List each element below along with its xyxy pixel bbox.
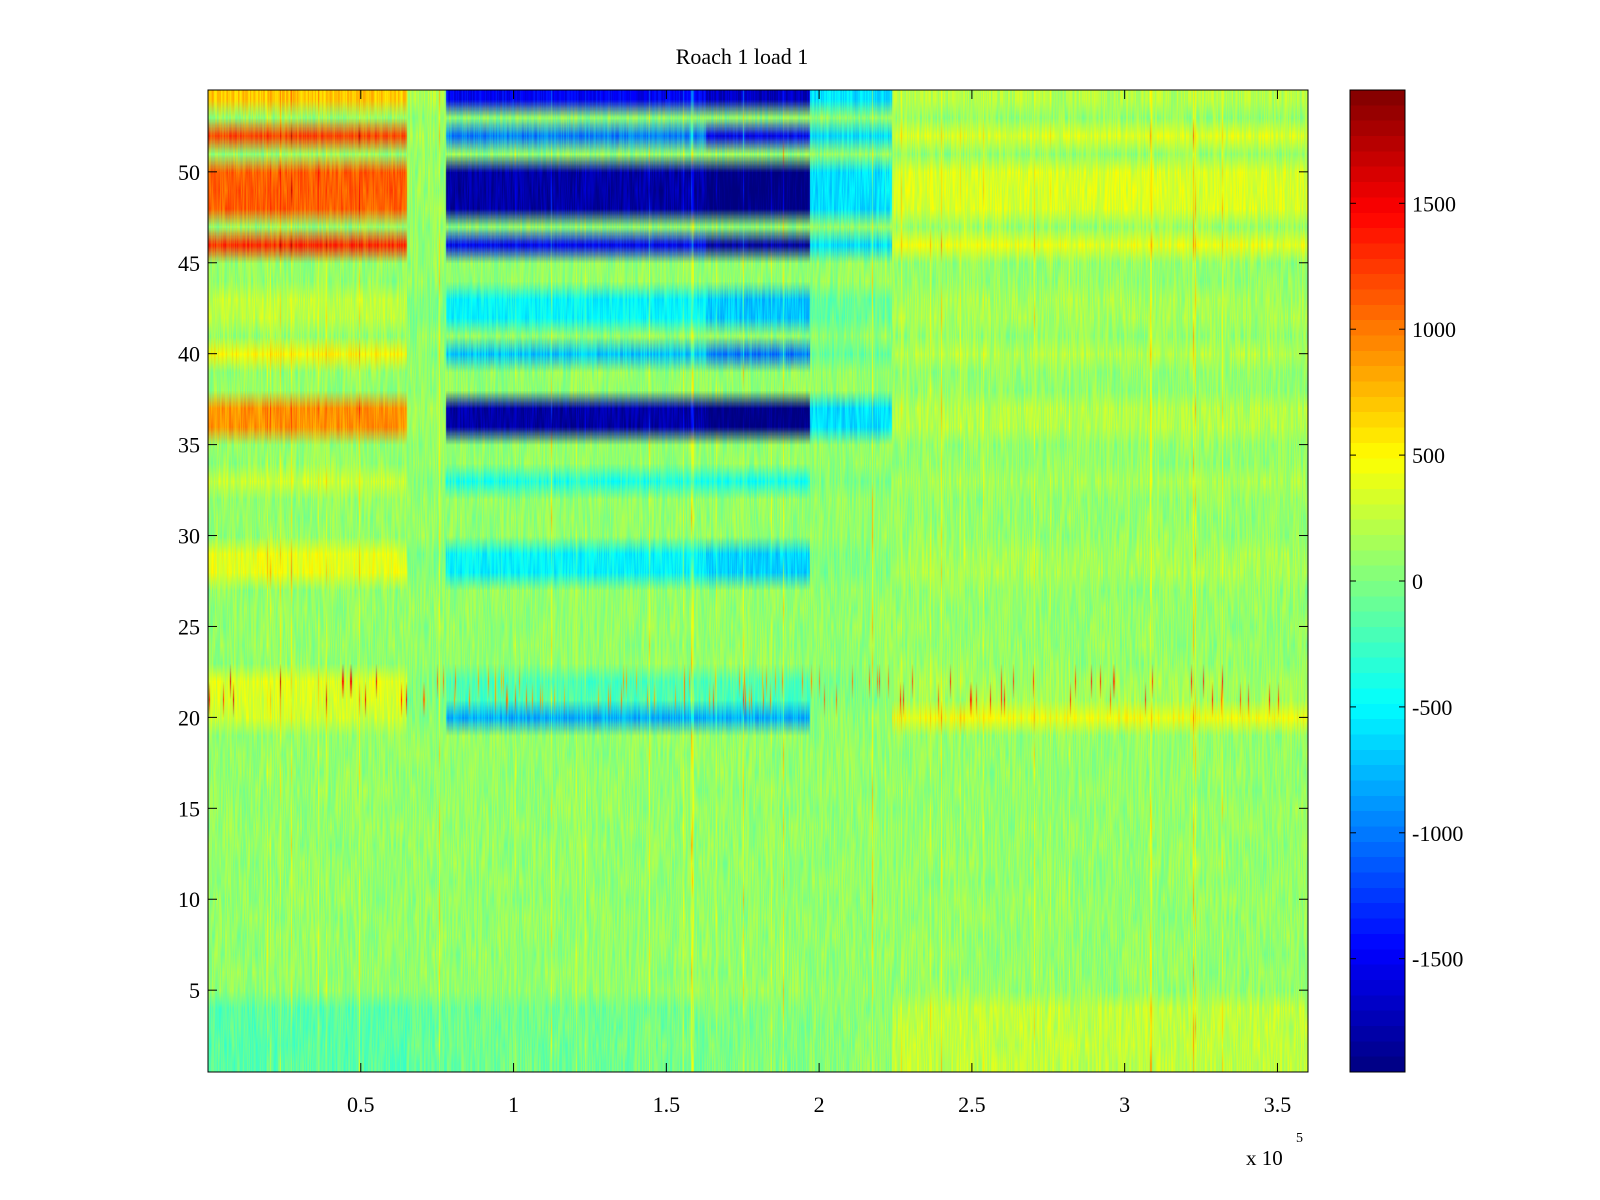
x-tick-label: 0.5 [347, 1092, 375, 1117]
y-tick-label: 30 [178, 524, 200, 549]
colorbar-axis: 1500 1000 500 0 -500 -1000 -1500 [1350, 191, 1463, 972]
y-tick-label: 10 [178, 887, 200, 912]
colorbar-tick-label: -1000 [1412, 821, 1463, 846]
x-tick-label: 1 [508, 1092, 519, 1117]
colorbar-tick-label: 500 [1412, 443, 1445, 468]
y-tick-label: 20 [178, 705, 200, 730]
x-tick-label: 2 [814, 1092, 825, 1117]
x-tick-label: 1.5 [653, 1092, 681, 1117]
x-tick-label: 3 [1119, 1092, 1130, 1117]
y-tick-label: 50 [178, 160, 200, 185]
chart-title: Roach 1 load 1 [676, 44, 809, 69]
plot-frame [207, 89, 1309, 1073]
colorbar-gradient [1350, 90, 1405, 1072]
colorbar: 1500 1000 500 0 -500 -1000 -1500 [1349, 89, 1463, 1073]
x-tick-label: 2.5 [958, 1092, 986, 1117]
x-axis-multiplier-base: x 10 [1246, 1146, 1283, 1170]
colorbar-tick-label: 1000 [1412, 317, 1456, 342]
plot-area [207, 89, 1309, 1073]
y-tick-label: 15 [178, 796, 200, 821]
y-tick-label: 40 [178, 342, 200, 367]
colorbar-tick-label: 0 [1412, 569, 1423, 594]
x-axis-multiplier: x 10 [1246, 1146, 1283, 1170]
colorbar-tick-label: -1500 [1412, 947, 1463, 972]
colorbar-tick-label: 1500 [1412, 191, 1456, 216]
x-tick-label: 3.5 [1264, 1092, 1292, 1117]
y-tick-label: 45 [178, 251, 200, 276]
y-tick-label: 35 [178, 433, 200, 458]
x-axis-multiplier-exponent: 5 [1296, 1131, 1303, 1146]
y-axis: 5 10 15 20 25 30 35 40 45 50 [178, 160, 1308, 1003]
colorbar-tick-label: -500 [1412, 695, 1452, 720]
y-tick-label: 25 [178, 614, 200, 639]
heatmap-image [208, 90, 1308, 1072]
x-axis: 0.5 1 1.5 2 2.5 3 3.5 [347, 90, 1291, 1117]
y-tick-label: 5 [189, 978, 200, 1003]
